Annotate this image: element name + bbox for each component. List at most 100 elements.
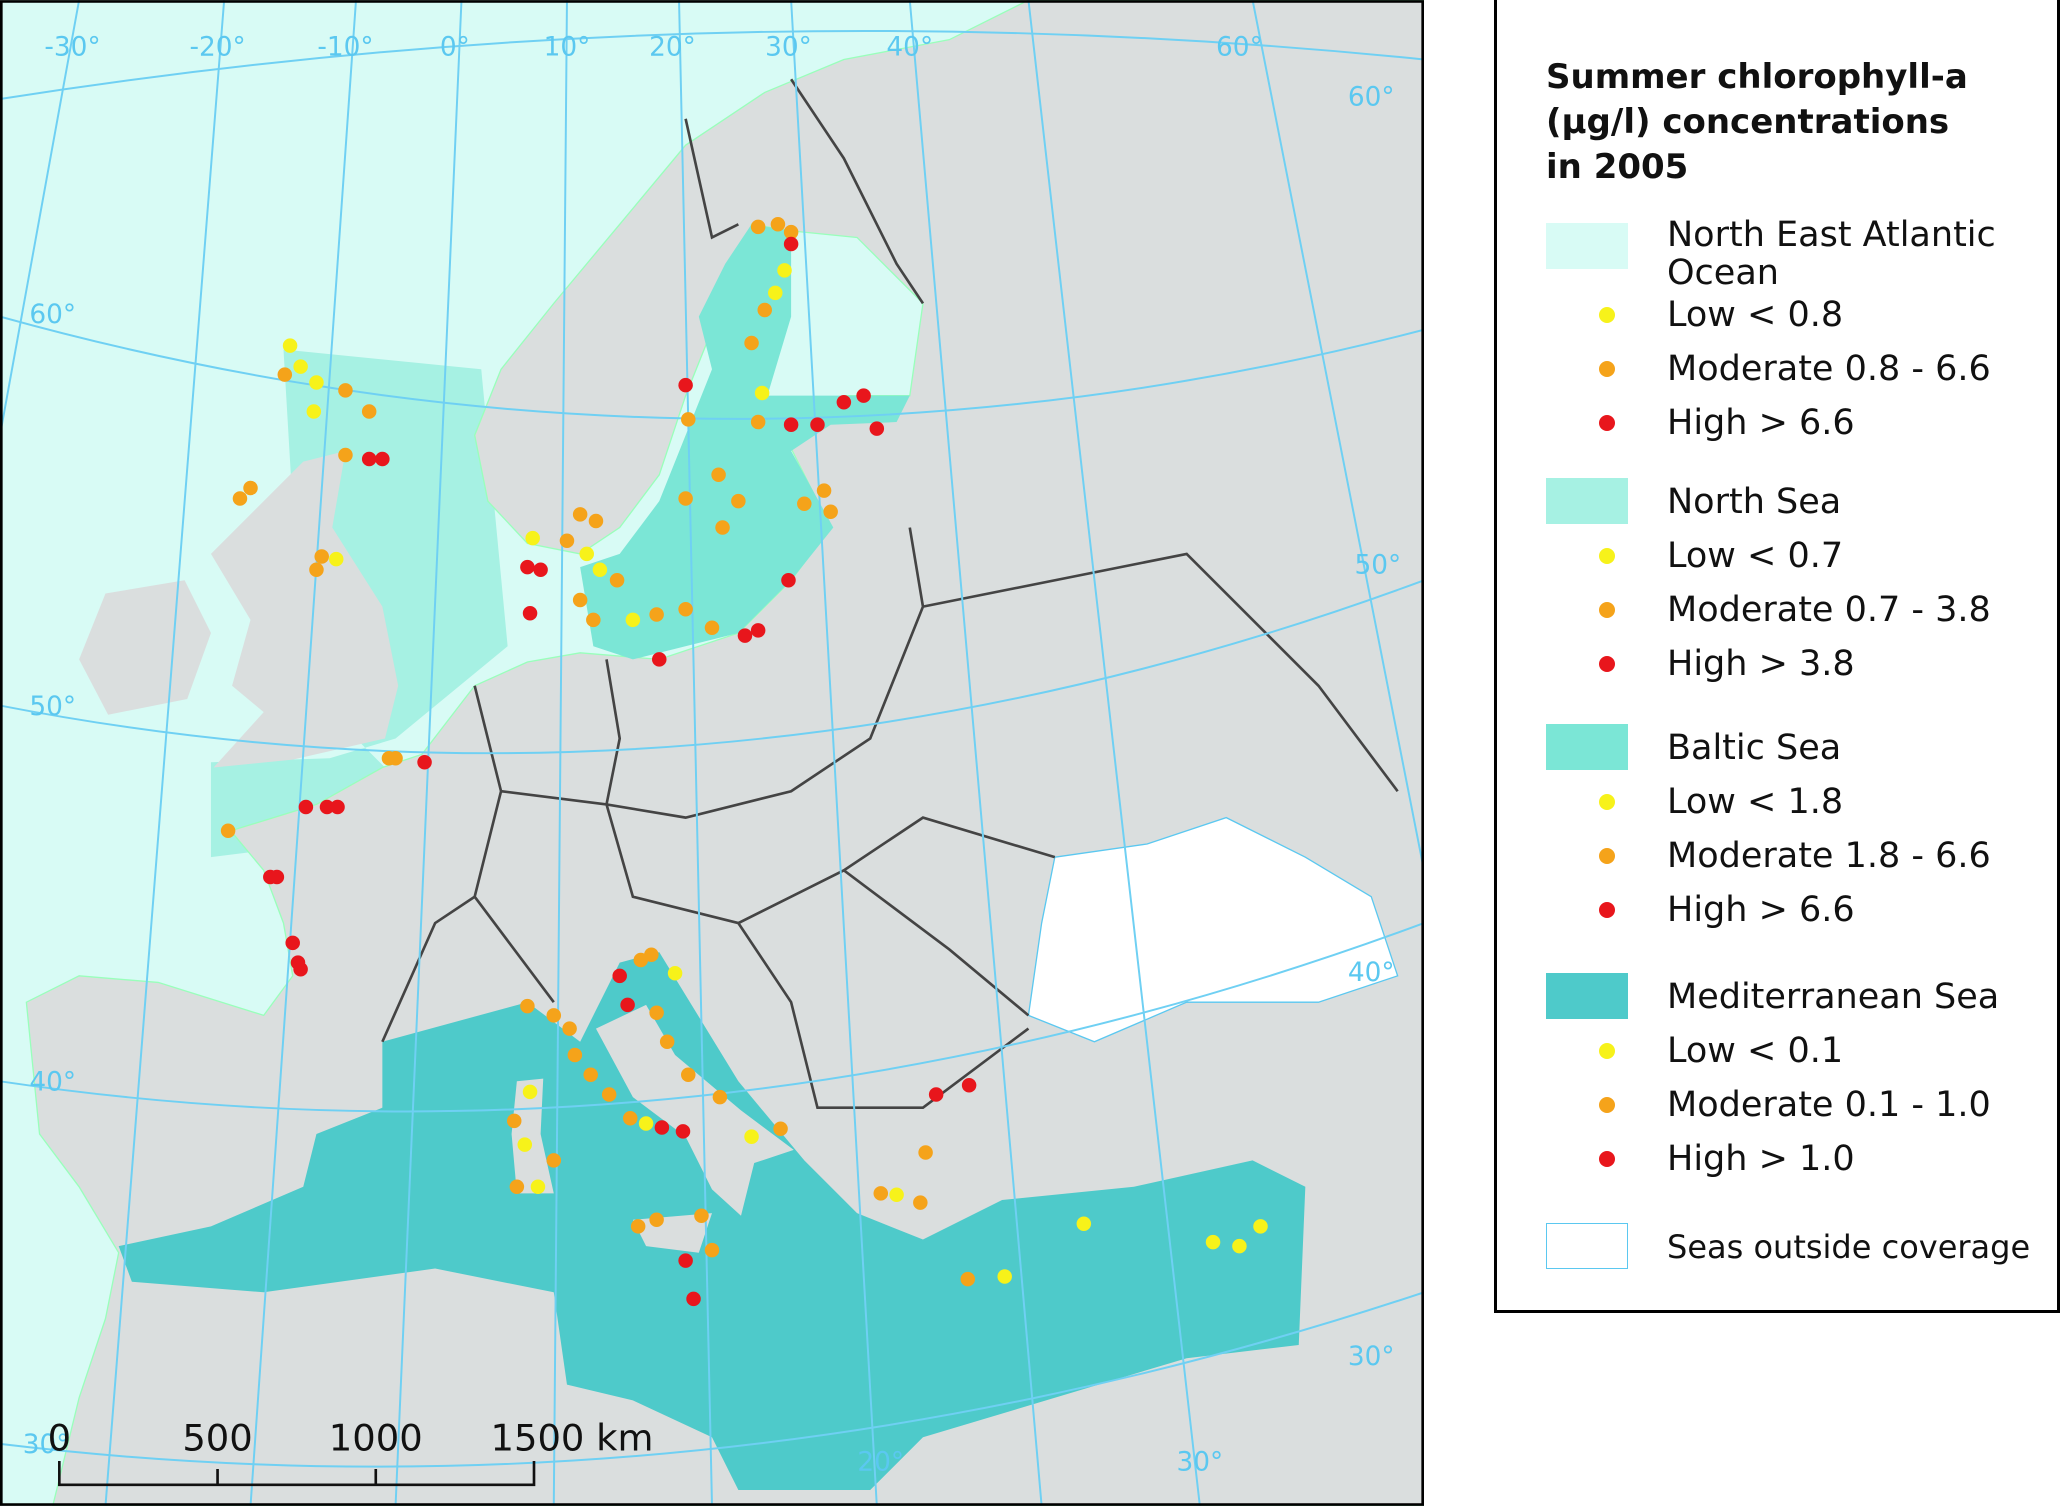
sample-point <box>678 377 693 393</box>
legend-label: High > 1.0 <box>1667 1139 1855 1179</box>
sample-point <box>277 367 293 382</box>
legend: Summer chlorophyll-a (µg/l) concentratio… <box>1494 0 2060 1313</box>
graticule-label: 30° <box>1176 1447 1223 1477</box>
legend-label: High > 6.6 <box>1667 890 1855 930</box>
sample-point <box>750 414 766 430</box>
sample-point <box>754 385 770 401</box>
mediterranean-sea <box>118 952 1306 1491</box>
sample-point <box>562 1021 577 1036</box>
legend-label: Moderate 0.8 - 6.6 <box>1667 349 1991 389</box>
legend-group: Baltic Sea <box>1497 721 2057 775</box>
legend-entry: Moderate 0.7 - 3.8 <box>1497 583 2057 637</box>
legend-dot <box>1599 415 1615 431</box>
sample-point <box>525 530 540 546</box>
ireland <box>79 580 211 715</box>
sample-point <box>678 1253 693 1268</box>
sample-point <box>269 869 285 885</box>
legend-title: Summer chlorophyll-a (µg/l) concentratio… <box>1546 55 1968 190</box>
black-sea <box>1027 816 1399 1043</box>
graticule-label: 40° <box>886 33 933 63</box>
sample-point <box>659 1034 675 1050</box>
sample-point <box>609 573 625 588</box>
sample-point <box>654 1120 670 1135</box>
legend-title-line: Summer chlorophyll-a <box>1546 57 1968 97</box>
graticule-labels: -30° -20° -10° 0° 10° 20° 30° 40° 60° 60° 50° 40° 30… <box>23 33 1401 1478</box>
britain <box>210 451 399 768</box>
graticule-label: 60° <box>1348 83 1395 113</box>
legend-swatch <box>1546 1223 1628 1269</box>
italy <box>595 1004 794 1216</box>
sample-point <box>530 1179 546 1195</box>
sample-point <box>704 1242 720 1258</box>
sample-point <box>913 1195 928 1210</box>
sample-point <box>522 605 538 621</box>
sample-point <box>638 1116 654 1131</box>
legend-group: Mediterranean Sea <box>1497 970 2057 1024</box>
sample-point <box>506 1113 522 1129</box>
legend-swatch <box>1546 724 1628 770</box>
sample-point <box>783 417 799 432</box>
sample-point <box>712 1089 728 1105</box>
graticule-label: 30° <box>765 33 812 63</box>
sample-point <box>1232 1238 1247 1254</box>
sample-point <box>649 1005 664 1020</box>
graticule-label: 20° <box>649 33 696 63</box>
sample-point <box>298 799 314 815</box>
sample-point <box>731 493 746 509</box>
legend-label: Moderate 0.7 - 3.8 <box>1667 590 1991 630</box>
baltic-sea <box>580 224 910 660</box>
borders <box>381 78 1399 1109</box>
sample-point <box>583 1067 598 1082</box>
sample-point <box>338 383 353 398</box>
sample-point <box>625 612 641 628</box>
legend-dot <box>1599 902 1615 918</box>
sample-point <box>361 404 377 419</box>
legend-dot <box>1599 548 1615 564</box>
legend-label: Moderate 1.8 - 6.6 <box>1667 836 1991 876</box>
sample-point <box>293 961 308 977</box>
legend-group-label: Baltic Sea <box>1667 728 1842 768</box>
sample-point <box>1205 1234 1221 1250</box>
sample-point <box>737 628 753 643</box>
legend-entry: Low < 0.1 <box>1497 1024 2057 1078</box>
sample-point <box>757 302 772 318</box>
graticule-label: 40° <box>1348 958 1395 988</box>
legend-dot <box>1599 794 1615 810</box>
legend-swatch <box>1546 478 1628 524</box>
sample-point <box>592 562 608 577</box>
legend-label: High > 3.8 <box>1667 644 1855 684</box>
scale-label: 1000 <box>329 1416 423 1459</box>
sample-point <box>777 263 792 278</box>
sample-point <box>309 375 324 390</box>
sample-point <box>644 947 659 962</box>
sample-point <box>567 1047 583 1063</box>
graticule-label: 30° <box>1348 1342 1395 1372</box>
legend-swatch <box>1546 973 1628 1019</box>
sample-point <box>678 602 693 617</box>
sample-point <box>750 623 766 638</box>
sample-point <box>681 412 696 427</box>
sample-point <box>293 359 308 374</box>
sample-point <box>328 551 344 567</box>
graticule-label: -20° <box>189 33 245 63</box>
graticule-label: 0° <box>440 33 470 63</box>
legend-group-label: Mediterranean Sea <box>1667 977 2000 1017</box>
legend-dot <box>1599 361 1615 377</box>
sample-point <box>768 285 783 301</box>
sample-point <box>960 1271 976 1287</box>
sample-point <box>306 404 322 419</box>
legend-entry: High > 6.6 <box>1497 396 2057 450</box>
legend-group-label: North East Atlantic Ocean <box>1667 215 1996 293</box>
graticule-label: 30° <box>23 1430 70 1460</box>
sample-point <box>220 823 236 839</box>
legend-label: Moderate 0.1 - 1.0 <box>1667 1085 1991 1125</box>
sample-point <box>601 1087 617 1102</box>
sample-point <box>338 447 353 463</box>
sample-point <box>869 421 885 436</box>
map: -30° -20° -10° 0° 10° 20° 30° 40° 60° 60° 50° 40° 30… <box>0 0 1424 1506</box>
sample-point <box>417 754 432 770</box>
sample-point <box>928 1087 944 1102</box>
scale-label: 1500 km <box>490 1416 653 1459</box>
sample-point <box>649 607 664 622</box>
